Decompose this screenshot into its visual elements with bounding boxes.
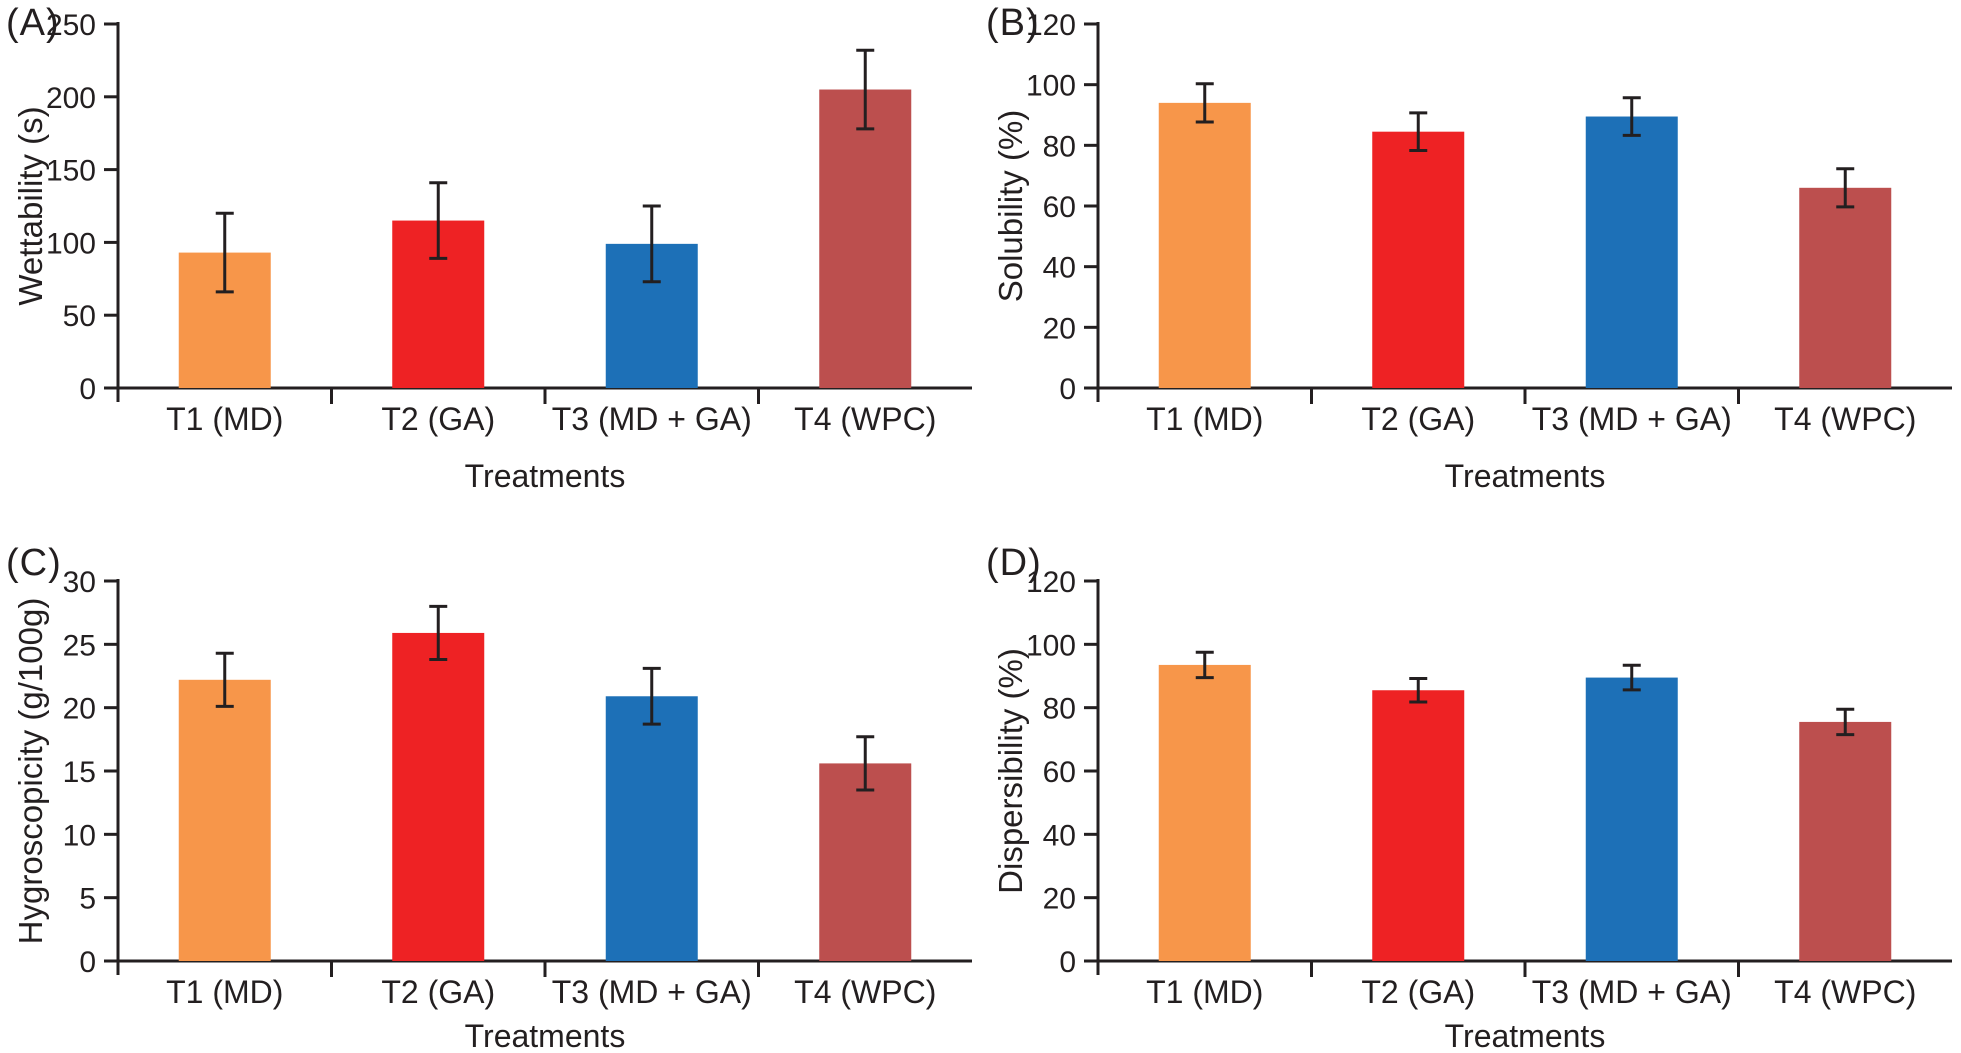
- category-label: T1 (MD): [166, 974, 283, 1010]
- y-tick-label: 60: [1043, 756, 1076, 789]
- y-tick-label: 0: [1059, 946, 1076, 979]
- y-tick-label: 100: [46, 227, 96, 260]
- y-tick-label: 60: [1043, 191, 1076, 224]
- bar: [1158, 664, 1251, 961]
- y-tick-label: 100: [1026, 629, 1076, 662]
- category-label: T2 (GA): [381, 974, 495, 1010]
- panel-b-solubility: (B) 0 20 40 60 80 100 120 T1 (MD) T2 (GA) T3 (MD …: [980, 0, 1961, 526]
- y-tick-label: 20: [1043, 312, 1076, 345]
- y-tick-label: 120: [1026, 566, 1076, 599]
- y-axis-title: Hygroscopicity (g/100g): [12, 598, 49, 945]
- hygroscopicity-bar-chart: 0 5 10 15 20 25 30 T1 (MD) T2 (GA) T3 (MD + GA) T4…: [12, 566, 972, 1052]
- y-tick-label: 30: [63, 566, 96, 599]
- y-tick-label: 80: [1043, 130, 1076, 163]
- y-tick-label: 250: [46, 9, 96, 42]
- bar: [392, 632, 485, 961]
- y-tick-label: 100: [1026, 70, 1076, 103]
- y-tick-label: 10: [63, 819, 96, 852]
- wettability-bar-chart: 0 50 100 150 200 250 T1 (MD) T2 (GA) T3 (MD + GA…: [12, 9, 972, 494]
- y-tick-label: 0: [1059, 373, 1076, 406]
- category-label: T2 (GA): [1361, 974, 1475, 1010]
- category-label: T1 (MD): [1146, 401, 1263, 437]
- panel-c-label: (C): [6, 542, 62, 584]
- bar: [819, 763, 912, 961]
- bar: [605, 696, 698, 961]
- bar: [1585, 116, 1678, 389]
- x-axis-title: Treatments: [1445, 1018, 1606, 1052]
- y-tick-label: 5: [79, 883, 96, 916]
- y-tick-label: 25: [63, 629, 96, 662]
- y-tick-label: 200: [46, 82, 96, 115]
- category-label: T1 (MD): [166, 401, 283, 437]
- y-tick-label: 50: [63, 300, 96, 333]
- y-tick-label: 80: [1043, 693, 1076, 726]
- x-axis-title: Treatments: [465, 458, 626, 494]
- y-tick-label: 20: [1043, 883, 1076, 916]
- category-label: T1 (MD): [1146, 974, 1263, 1010]
- y-tick-label: 120: [1026, 9, 1076, 42]
- y-tick-label: 0: [79, 373, 96, 406]
- category-label: T3 (MD + GA): [552, 401, 752, 437]
- category-label: T3 (MD + GA): [1532, 401, 1732, 437]
- y-tick-label: 20: [63, 693, 96, 726]
- y-tick-label: 150: [46, 155, 96, 188]
- bar: [178, 679, 271, 961]
- x-axis-title: Treatments: [465, 1018, 626, 1052]
- bar: [1585, 677, 1678, 961]
- category-label: T4 (WPC): [1774, 401, 1916, 437]
- bar: [1799, 721, 1892, 961]
- category-label: T4 (WPC): [794, 974, 936, 1010]
- y-axis-title: Wettability (s): [12, 106, 49, 305]
- panel-c-hygroscopicity: (C) 0 5 10 15 20 25 30 T1 (MD) T2 (GA) T3 (MD + G…: [0, 526, 980, 1053]
- category-label: T2 (GA): [1361, 401, 1475, 437]
- y-tick-label: 0: [79, 946, 96, 979]
- panel-a-label: (A): [6, 2, 60, 44]
- bar: [1372, 690, 1465, 961]
- bar: [1799, 187, 1892, 388]
- panel-d-label: (D): [986, 542, 1042, 584]
- category-label: T3 (MD + GA): [1532, 974, 1732, 1010]
- category-label: T2 (GA): [381, 401, 495, 437]
- category-label: T4 (WPC): [1774, 974, 1916, 1010]
- bar: [819, 89, 912, 389]
- dispersibility-bar-chart: 0 20 40 60 80 100 120 T1 (MD) T2 (GA) T3 (MD + GA…: [992, 566, 1952, 1052]
- y-tick-label: 15: [63, 756, 96, 789]
- panel-a-wettability: (A) 0 50 100 150 200 250 T1 (MD) T2 (GA) T3 (MD …: [0, 0, 980, 526]
- y-tick-label: 40: [1043, 819, 1076, 852]
- panel-b-label: (B): [986, 2, 1040, 44]
- x-axis-title: Treatments: [1445, 458, 1606, 494]
- y-tick-label: 40: [1043, 252, 1076, 285]
- panel-d-dispersibility: (D) 0 20 40 60 80 100 120 T1 (MD) T2 (GA) T3 (MD …: [980, 526, 1961, 1053]
- category-label: T3 (MD + GA): [552, 974, 752, 1010]
- bar: [1372, 131, 1465, 388]
- solubility-bar-chart: 0 20 40 60 80 100 120 T1 (MD) T2 (GA) T3 (MD + GA…: [992, 9, 1952, 494]
- bar: [1158, 102, 1251, 388]
- y-axis-title: Solubility (%): [992, 110, 1029, 303]
- y-axis-title: Dispersibility (%): [992, 648, 1029, 894]
- category-label: T4 (WPC): [794, 401, 936, 437]
